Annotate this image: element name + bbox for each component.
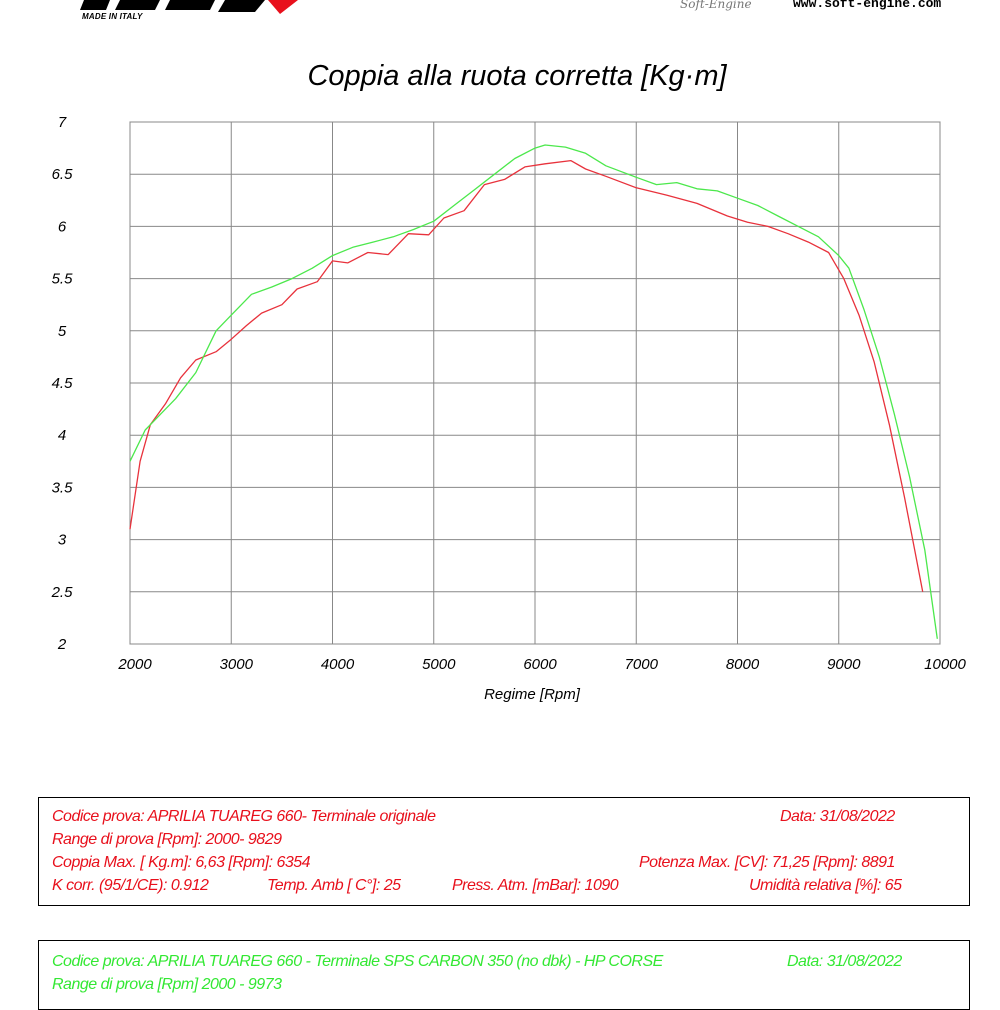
x-tick-label: 3000: [220, 656, 254, 673]
ambient-temp: Temp. Amb [ C°]: 25: [267, 877, 401, 894]
made-in-italy-label: MADE IN ITALY: [82, 12, 143, 21]
y-tick-label: 2.5: [51, 584, 74, 601]
x-tick-label: 8000: [726, 656, 760, 673]
test-date: Data: 31/08/2022: [787, 953, 902, 970]
info-row-2: Range di prova [Rpm] 2000 - 9973: [39, 976, 969, 998]
y-tick-label: 6: [58, 218, 67, 235]
header: MADE IN ITALY Soft-Engine www.soft-engin…: [0, 0, 1000, 30]
y-tick-label: 3: [58, 532, 67, 549]
x-tick-label: 6000: [523, 656, 557, 673]
chart-title: Coppia alla ruota corretta [Kg·m]: [307, 60, 727, 92]
y-tick-label: 4: [58, 427, 66, 444]
test-code: Codice prova: APRILIA TUAREG 660- Termin…: [52, 808, 436, 825]
info-row-2: Range di prova [Rpm]: 2000- 9829: [39, 831, 969, 853]
chart-grid: [129, 121, 941, 645]
max-torque: Coppia Max. [ Kg.m]: 6,63 [Rpm]: 6354: [52, 854, 311, 871]
y-axis-ticks: 2 2.5 3 3.5 4 4.5 5 5.5 6 6.5 7: [51, 114, 74, 653]
test-info-box-sps: Codice prova: APRILIA TUAREG 660 - Termi…: [38, 940, 970, 1010]
test-info-box-original: Codice prova: APRILIA TUAREG 660- Termin…: [38, 797, 970, 906]
info-row-1: Codice prova: APRILIA TUAREG 660 - Termi…: [39, 953, 969, 975]
soft-engine-logo: Soft-Engine: [680, 0, 752, 11]
y-tick-label: 5: [58, 323, 67, 340]
info-row-4: K corr. (95/1/CE): 0.912 Temp. Amb [ C°]…: [39, 877, 969, 899]
series-line-original: [129, 159, 924, 592]
x-axis-ticks: 2000 3000 4000 5000 6000 7000 8000 9000 10000: [117, 656, 966, 673]
y-tick-label: 3.5: [52, 479, 74, 496]
atm-pressure: Press. Atm. [mBar]: 1090: [452, 877, 619, 894]
y-tick-label: 6.5: [52, 166, 74, 183]
y-tick-label: 5.5: [52, 271, 74, 288]
test-code: Codice prova: APRILIA TUAREG 660 - Termi…: [52, 953, 663, 970]
info-row-3: Coppia Max. [ Kg.m]: 6,63 [Rpm]: 6354 Po…: [39, 854, 969, 876]
x-tick-label: 2000: [117, 656, 152, 673]
soft-engine-url: www.soft-engine.com: [793, 0, 942, 11]
k-corr: K corr. (95/1/CE): 0.912: [52, 877, 209, 894]
x-tick-label: 4000: [321, 656, 355, 673]
x-tick-label: 7000: [625, 656, 659, 673]
test-date: Data: 31/08/2022: [780, 808, 895, 825]
series-line-sps-carbon: [129, 144, 938, 639]
chart-series: [129, 144, 938, 639]
x-tick-label: 9000: [827, 656, 861, 673]
max-power: Potenza Max. [CV]: 71,25 [Rpm]: 8891: [639, 854, 895, 871]
relative-humidity: Umidità relativa [%]: 65: [749, 877, 902, 894]
x-axis-label: Regime [Rpm]: [484, 686, 581, 703]
y-tick-label: 2: [57, 636, 67, 653]
y-tick-label: 7: [58, 114, 67, 131]
torque-chart: 2 2.5 3 3.5 4 4.5 5 5.5 6 6.5 7 2000 3000 4000 5000 60…: [51, 114, 967, 703]
y-tick-label: 4.5: [52, 375, 74, 392]
x-tick-label: 5000: [422, 656, 456, 673]
test-range: Range di prova [Rpm] 2000 - 9973: [52, 976, 282, 993]
x-tick-label: 10000: [924, 656, 966, 673]
brand-logo: [80, 0, 298, 14]
info-row-1: Codice prova: APRILIA TUAREG 660- Termin…: [39, 808, 969, 830]
test-range: Range di prova [Rpm]: 2000- 9829: [52, 831, 282, 848]
